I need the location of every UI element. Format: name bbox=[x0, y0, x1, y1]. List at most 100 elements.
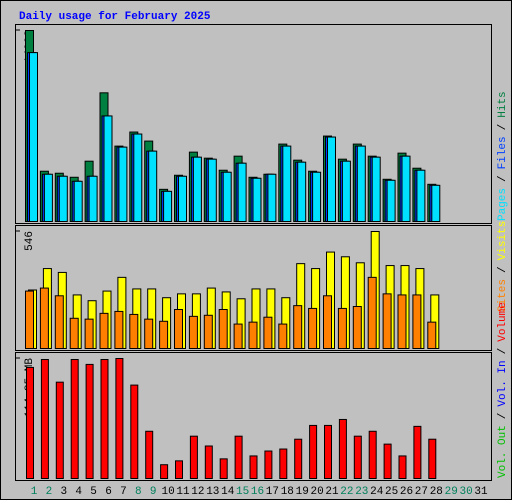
bar bbox=[309, 424, 318, 479]
x-tick-label: 17 bbox=[266, 486, 279, 498]
bar bbox=[249, 455, 258, 479]
x-tick-label: 11 bbox=[176, 486, 190, 498]
bar bbox=[219, 458, 228, 480]
bar bbox=[129, 313, 139, 349]
legend: Vol. Out / Vol. In / Volume bbox=[497, 302, 509, 478]
bar bbox=[368, 430, 377, 480]
bar bbox=[159, 320, 169, 349]
legend-entry: Volume bbox=[497, 302, 509, 342]
bar bbox=[88, 175, 98, 222]
legend-entry: Vol. In bbox=[497, 360, 509, 406]
bar bbox=[218, 309, 228, 349]
bar bbox=[222, 171, 232, 222]
bar bbox=[114, 310, 124, 349]
x-tick-label: 31 bbox=[474, 486, 488, 498]
bar bbox=[341, 160, 351, 222]
bar bbox=[337, 307, 347, 349]
legend-separator: / bbox=[497, 413, 509, 420]
x-tick-label: 19 bbox=[296, 486, 309, 498]
x-tick-label: 23 bbox=[355, 486, 368, 498]
legend-separator: / bbox=[497, 348, 509, 355]
bar bbox=[100, 358, 109, 479]
bar bbox=[133, 133, 143, 222]
bar bbox=[264, 450, 273, 480]
legend-entry: Files bbox=[497, 136, 509, 169]
x-tick-label: 7 bbox=[120, 486, 127, 498]
bar bbox=[25, 290, 34, 350]
bar bbox=[312, 171, 322, 222]
bar bbox=[413, 425, 422, 479]
legend-entry: Hits bbox=[497, 91, 509, 117]
x-tick-label: 1 bbox=[31, 486, 38, 498]
legend-entry: Vol. Out bbox=[497, 425, 509, 478]
bar bbox=[431, 184, 441, 223]
bar bbox=[263, 316, 273, 350]
bar bbox=[353, 435, 362, 479]
x-tick-label: 29 bbox=[445, 486, 458, 498]
bar bbox=[278, 323, 288, 350]
bar bbox=[327, 136, 336, 222]
bar bbox=[103, 115, 113, 222]
bar bbox=[237, 162, 247, 222]
x-tick-label: 10 bbox=[161, 486, 174, 498]
legend: Sites / Visits bbox=[497, 221, 509, 312]
bar bbox=[398, 455, 407, 479]
bar bbox=[189, 435, 198, 479]
bar bbox=[39, 287, 49, 350]
bar bbox=[174, 309, 183, 349]
bar bbox=[416, 169, 426, 222]
bar bbox=[188, 315, 198, 350]
bar bbox=[73, 180, 83, 223]
bar bbox=[145, 430, 154, 480]
bar bbox=[293, 305, 303, 349]
bar bbox=[233, 323, 243, 350]
bar bbox=[99, 312, 109, 350]
bar bbox=[54, 295, 64, 349]
bar bbox=[267, 173, 277, 222]
legend-separator: / bbox=[497, 124, 509, 131]
x-tick-label: 27 bbox=[415, 486, 428, 498]
bar bbox=[163, 190, 173, 223]
x-tick-label: 30 bbox=[459, 486, 472, 498]
x-tick-label: 28 bbox=[430, 486, 443, 498]
bar bbox=[294, 438, 303, 480]
bar bbox=[84, 318, 94, 349]
bar bbox=[130, 384, 139, 480]
x-tick-label: 2 bbox=[46, 486, 53, 498]
bar bbox=[175, 460, 183, 480]
bar bbox=[397, 294, 407, 349]
bar bbox=[252, 177, 262, 222]
bar bbox=[401, 155, 411, 222]
bar bbox=[356, 145, 366, 223]
legend-entry: Sites bbox=[497, 279, 509, 312]
bar bbox=[85, 363, 94, 479]
bar bbox=[352, 306, 362, 349]
x-tick-label: 12 bbox=[191, 486, 204, 498]
x-tick-label: 4 bbox=[75, 486, 82, 498]
x-tick-label: 18 bbox=[281, 486, 294, 498]
bar bbox=[323, 295, 332, 349]
bar bbox=[207, 158, 217, 222]
x-tick-label: 14 bbox=[221, 486, 235, 498]
bar bbox=[69, 317, 79, 349]
x-tick-label: 8 bbox=[135, 486, 142, 498]
x-tick-label: 22 bbox=[340, 486, 353, 498]
bar bbox=[70, 358, 79, 479]
chart-title: Daily usage for February 2025 bbox=[19, 11, 211, 23]
bar bbox=[55, 381, 64, 479]
bar bbox=[203, 314, 213, 349]
bar bbox=[40, 358, 49, 479]
x-tick-label: 9 bbox=[150, 486, 157, 498]
legend-separator: / bbox=[497, 175, 509, 182]
bar bbox=[412, 294, 422, 349]
bar bbox=[192, 156, 202, 222]
bar bbox=[144, 318, 154, 349]
bar bbox=[26, 366, 34, 479]
bar bbox=[118, 146, 128, 223]
bar bbox=[338, 418, 347, 480]
legend-entry: Pages bbox=[497, 188, 509, 221]
legend-entry: Visits bbox=[497, 221, 509, 261]
x-tick-label: 20 bbox=[310, 486, 323, 498]
x-tick-label: 25 bbox=[385, 486, 398, 498]
bar bbox=[148, 150, 158, 223]
